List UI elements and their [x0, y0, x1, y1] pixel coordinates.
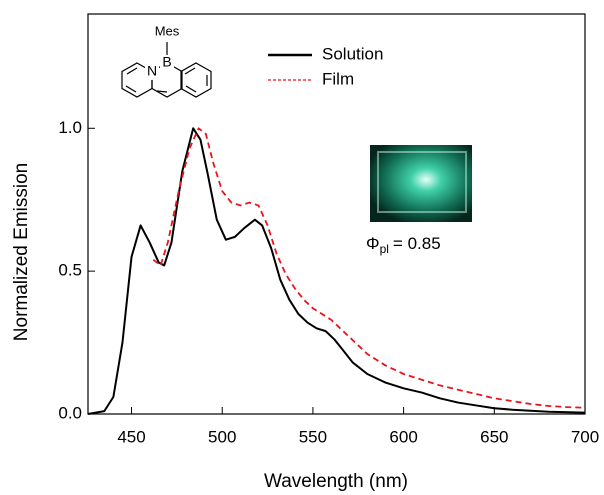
label-bg [145, 64, 159, 80]
x-axis-label: Wavelength (nm) [264, 471, 408, 492]
label-bg [160, 55, 174, 71]
substituent-label: Mes [155, 23, 180, 38]
x-tick-label: 600 [389, 427, 417, 446]
legend-label: Film [322, 69, 354, 88]
x-tick-label: 550 [299, 427, 327, 446]
y-axis-label: Normalized Emission [11, 163, 32, 341]
nitrogen-label: N [147, 63, 157, 79]
annotation: Φpl = 0.85 [366, 234, 441, 256]
x-tick-label: 700 [571, 427, 599, 446]
x-tick-label: 650 [480, 427, 508, 446]
photo [370, 145, 472, 222]
annotation-symbol: Φ [366, 234, 380, 253]
x-tick-label: 500 [208, 427, 236, 446]
series-line [152, 127, 586, 409]
series-line [87, 127, 586, 415]
annotation-subscript: pl [380, 242, 389, 256]
legend-label: Solution [322, 44, 383, 63]
y-tick-label: 0.0 [58, 403, 82, 422]
x-tick-label: 450 [117, 427, 145, 446]
boron-label: B [162, 54, 171, 70]
y-tick-label: 0.5 [58, 261, 82, 280]
y-tick-label: 1.0 [58, 118, 82, 137]
plot-frame [87, 13, 586, 415]
photo-detail [377, 151, 467, 213]
annotation-text: = 0.85 [393, 234, 441, 253]
